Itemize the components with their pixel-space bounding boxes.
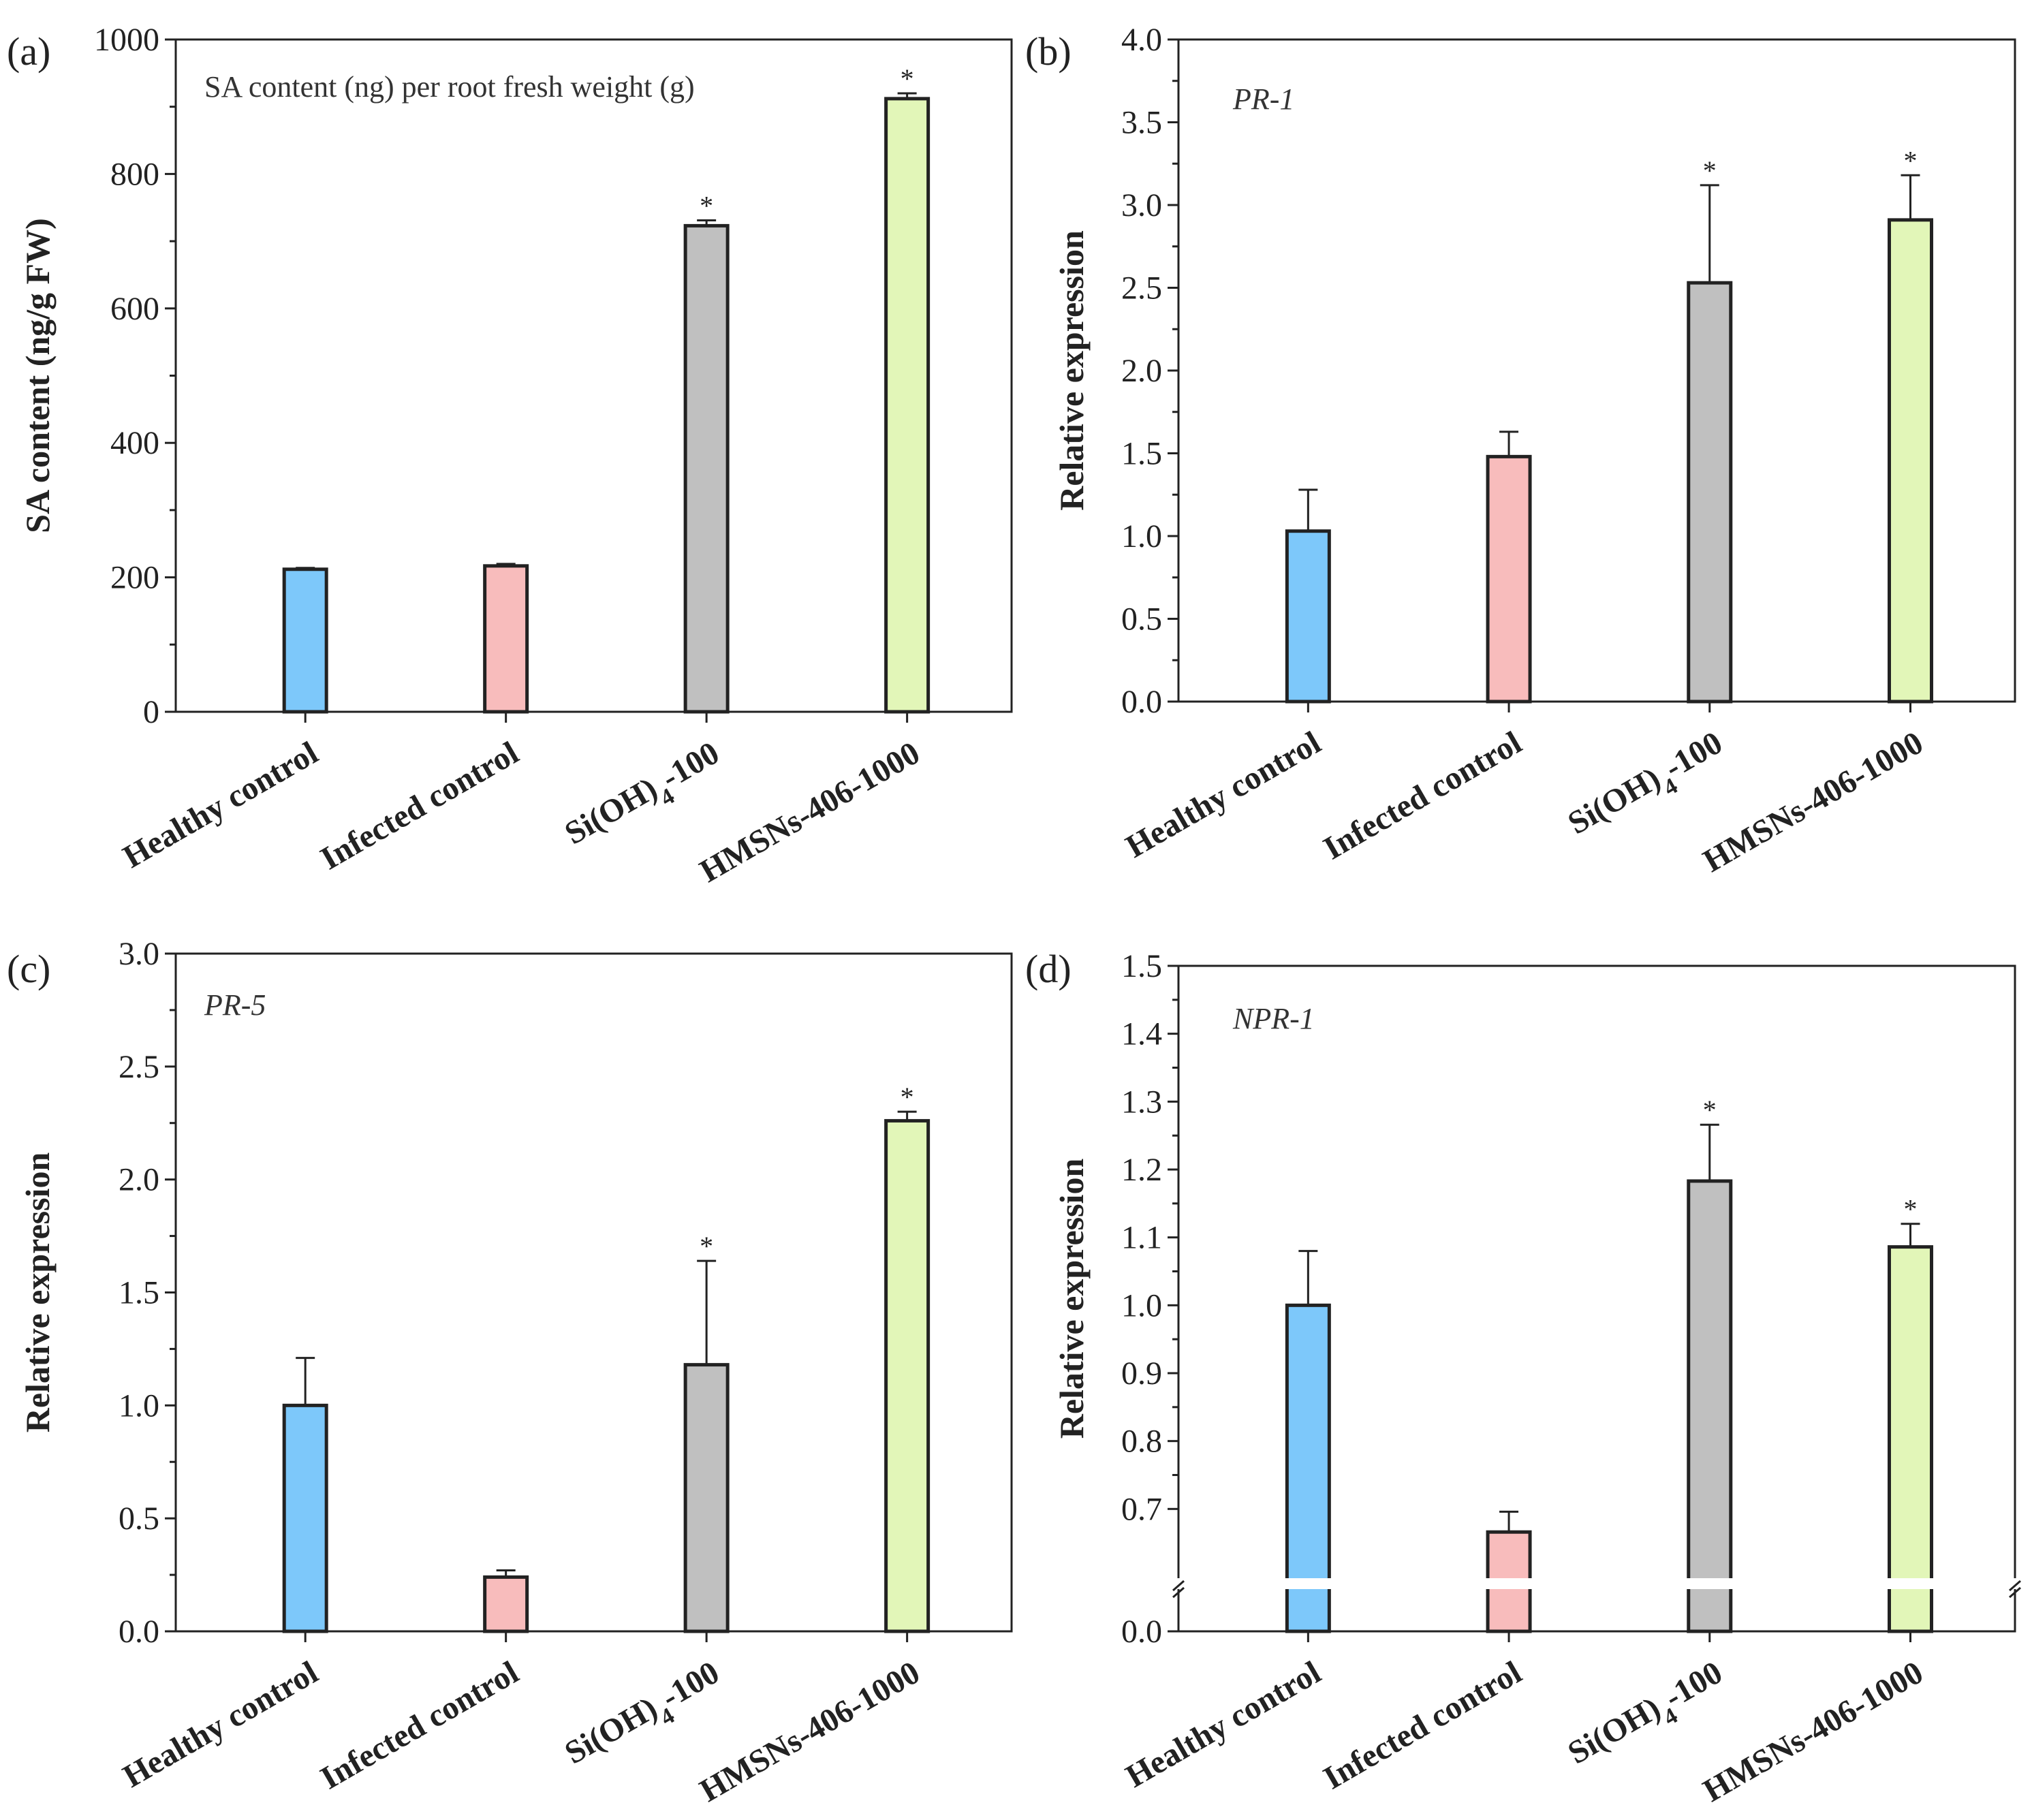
y-axis-title: Relative expression: [1052, 1159, 1091, 1439]
significance-marker: *: [901, 63, 914, 94]
y-tick-label: 400: [110, 425, 159, 461]
significance-marker: *: [1703, 1095, 1717, 1125]
y-tick-label: 2.0: [1121, 353, 1162, 389]
category-label: HMSNs-406-1000: [1697, 725, 1929, 879]
panel-annotation: NPR-1: [1232, 1002, 1315, 1035]
y-tick-label: 800: [110, 156, 159, 192]
axis-break-mark: [2009, 1580, 2021, 1592]
panel-letter: (d): [1025, 947, 1072, 991]
panel-annotation: SA content (ng) per root fresh weight (g…: [204, 70, 695, 104]
bar: [483, 1575, 529, 1633]
category-label: HMSNs-406-1000: [694, 735, 926, 890]
category-label: Si(OH)4-100: [559, 1654, 730, 1780]
bar: [1285, 529, 1331, 704]
y-tick-label: 0.5: [1121, 601, 1162, 638]
category-label: HMSNs-406-1000: [694, 1654, 926, 1809]
category-label: Infected control: [315, 735, 525, 877]
y-tick-label: 0.0: [119, 1614, 159, 1650]
y-tick-label: 0.0: [1121, 684, 1162, 720]
axis-break-mark: [2009, 1586, 2021, 1599]
y-tick-label: 0.0: [1121, 1614, 1162, 1650]
bar: [683, 1363, 730, 1633]
y-tick-label: 1.0: [1121, 518, 1162, 554]
significance-marker: *: [700, 1231, 713, 1261]
bar: [1486, 454, 1532, 704]
category-label: Healthy control: [1120, 1654, 1327, 1795]
panel-annotation: PR-1: [1232, 82, 1294, 116]
significance-marker: *: [700, 191, 713, 221]
category-label: Healthy control: [1120, 725, 1327, 865]
category-label: Infected control: [315, 1654, 525, 1797]
y-tick-label: 1.5: [1121, 436, 1162, 472]
bar: [282, 1403, 328, 1633]
panel-annotation: PR-5: [204, 988, 266, 1022]
y-tick-label: 1.3: [1121, 1084, 1162, 1120]
plot-frame: [1177, 964, 2016, 1633]
significance-marker: *: [1904, 1194, 1918, 1225]
y-axis-title: SA content (ng/g FW): [18, 218, 57, 533]
panel-letter: (b): [1025, 29, 1072, 74]
y-axis-title: Relative expression: [18, 1152, 57, 1433]
y-tick-label: 3.5: [1121, 105, 1162, 141]
y-tick-label: 2.5: [119, 1049, 159, 1085]
category-label: Si(OH)4-100: [559, 735, 730, 861]
y-tick-label: 0.8: [1121, 1424, 1162, 1460]
axis-break-mark: [1172, 1586, 1185, 1599]
category-label: Si(OH)4-100: [1562, 1654, 1734, 1780]
chart-panel-b: 0.0 0.5 1.0 1.5 2.0 2.5 3.0 3.5 4.0 Relative expr…: [1025, 22, 2016, 879]
bar: [1888, 218, 1933, 704]
y-tick-label: 600: [110, 291, 159, 327]
y-tick-label: 1.5: [119, 1275, 159, 1311]
category-label: Infected control: [1317, 1654, 1528, 1797]
bar: [884, 1118, 931, 1633]
bar: [282, 567, 328, 714]
y-tick-label: 0.7: [1121, 1491, 1162, 1527]
bar: [483, 564, 529, 714]
category-label: Infected control: [1317, 725, 1528, 867]
y-tick-label: 1000: [94, 22, 159, 58]
y-tick-label: 0.9: [1121, 1355, 1162, 1392]
y-tick-label: 2.5: [1121, 270, 1162, 307]
chart-panel-a: 0 200 400 600 800 1000 SA content (ng/g FW) (a)…: [7, 22, 1013, 890]
category-label: HMSNs-406-1000: [1697, 1654, 1929, 1809]
y-tick-label: 0.5: [119, 1501, 159, 1537]
y-tick-label: 200: [110, 560, 159, 596]
significance-marker: *: [901, 1082, 914, 1112]
y-tick-label: 1.5: [1121, 948, 1162, 984]
y-tick-label: 3.0: [1121, 187, 1162, 223]
significance-marker: *: [1904, 145, 1918, 176]
bar: [1687, 281, 1733, 704]
y-tick-label: 1.2: [1121, 1152, 1162, 1188]
y-tick-label: 1.4: [1121, 1016, 1162, 1052]
y-tick-label: 1.1: [1121, 1220, 1162, 1256]
axis-break-gap: [1176, 1578, 2018, 1589]
significance-marker: *: [1703, 155, 1717, 186]
y-tick-label: 3.0: [119, 936, 159, 972]
bar: [1687, 1179, 1733, 1633]
bar: [1888, 1245, 1933, 1633]
y-tick-label: 4.0: [1121, 22, 1162, 58]
panel-letter: (c): [7, 947, 50, 991]
y-tick-label: 2.0: [119, 1162, 159, 1198]
bar: [884, 97, 931, 714]
chart-panel-d: 0.0 0.7 0.8 0.9 1.0 1.1 1.2 1.3 1.4 1.5 Relative e…: [1025, 947, 2021, 1809]
category-label: Si(OH)4-100: [1562, 725, 1734, 851]
bar: [683, 223, 730, 714]
y-tick-label: 0: [143, 694, 159, 730]
axis-break-mark: [1172, 1580, 1185, 1592]
category-label: Healthy control: [117, 1654, 324, 1795]
category-label: Healthy control: [117, 735, 324, 875]
chart-panel-c: 0.0 0.5 1.0 1.5 2.0 2.5 3.0 Relative expression…: [7, 936, 1013, 1809]
y-tick-label: 1.0: [1121, 1287, 1162, 1323]
y-axis-title: Relative expression: [1052, 230, 1091, 511]
panel-letter: (a): [7, 29, 50, 74]
y-tick-label: 1.0: [119, 1387, 159, 1424]
